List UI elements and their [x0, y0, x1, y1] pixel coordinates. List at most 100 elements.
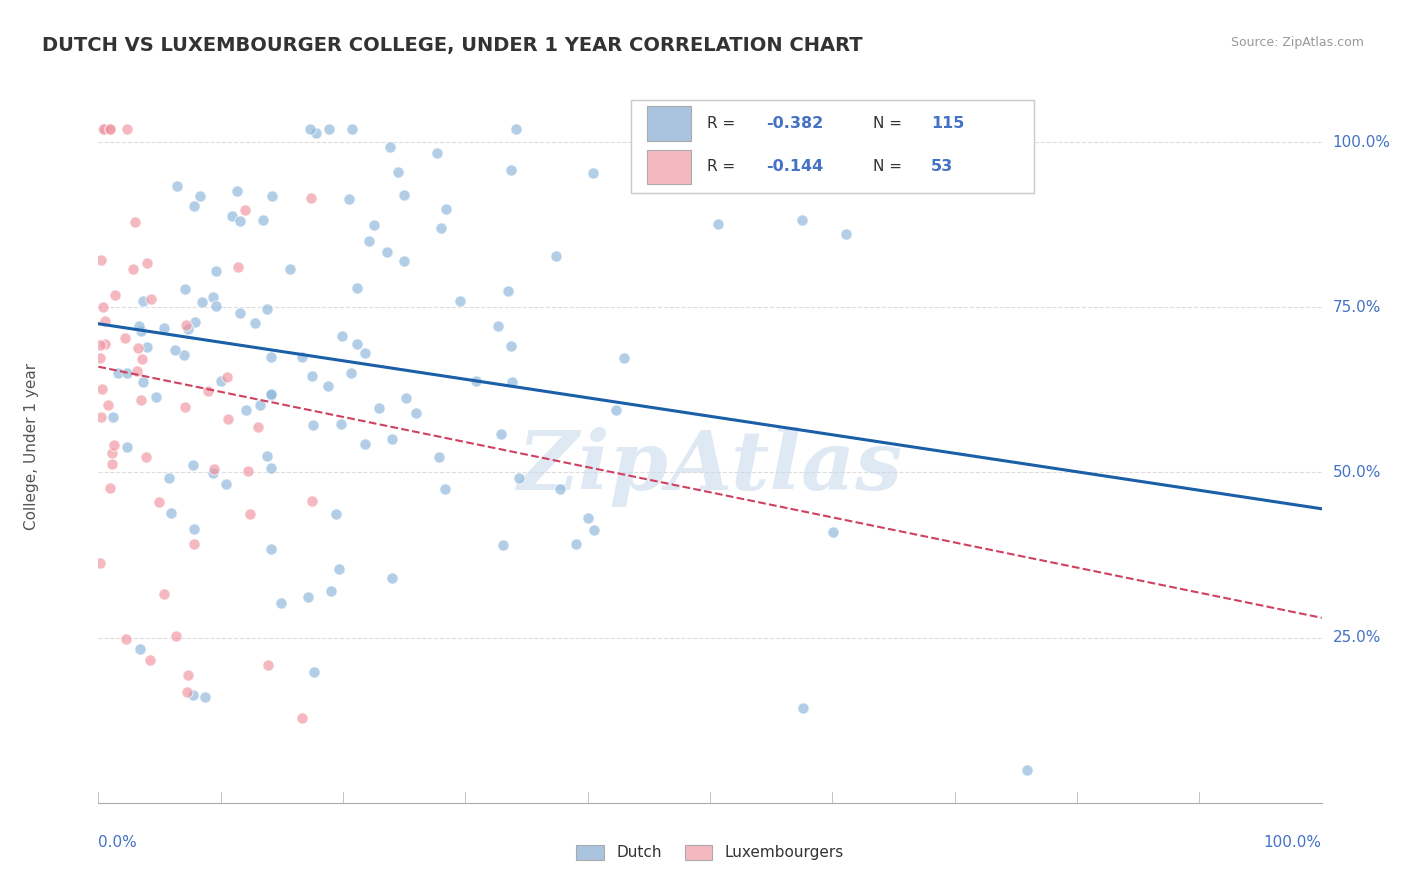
- Point: [505, 121, 527, 136]
- Point: [91, 121, 114, 136]
- Point: [501, 376, 523, 390]
- Point: [243, 316, 266, 330]
- Point: [101, 457, 124, 471]
- Point: [148, 495, 170, 509]
- Point: [101, 446, 124, 460]
- Point: [270, 596, 292, 610]
- Point: [301, 493, 323, 508]
- Point: [792, 701, 814, 715]
- Point: [90, 410, 112, 425]
- Point: [823, 525, 845, 540]
- Point: [188, 189, 211, 203]
- Point: [426, 146, 449, 161]
- Point: [183, 537, 205, 551]
- Point: [260, 541, 283, 556]
- Point: [381, 571, 404, 585]
- Point: [104, 288, 127, 302]
- Point: [114, 331, 136, 345]
- Point: [291, 350, 314, 364]
- Point: [127, 341, 149, 355]
- Point: [183, 458, 205, 472]
- Point: [177, 668, 200, 682]
- Point: [115, 632, 138, 646]
- Point: [183, 522, 205, 536]
- Point: [166, 179, 188, 194]
- Point: [131, 393, 153, 408]
- Point: [359, 234, 381, 248]
- Point: [226, 184, 249, 198]
- Point: [229, 214, 252, 228]
- Point: [128, 641, 150, 656]
- Point: [565, 537, 588, 551]
- Point: [159, 471, 181, 485]
- Point: [301, 418, 323, 433]
- Text: 100.0%: 100.0%: [1333, 135, 1391, 150]
- Point: [252, 212, 274, 227]
- Point: [135, 256, 157, 270]
- Point: [354, 345, 377, 359]
- Point: [98, 121, 121, 136]
- Point: [550, 482, 572, 496]
- Point: [613, 351, 636, 365]
- Point: [378, 140, 401, 154]
- Point: [262, 189, 284, 203]
- Text: 100.0%: 100.0%: [1264, 835, 1322, 850]
- Point: [328, 561, 350, 575]
- Point: [90, 253, 112, 268]
- Point: [238, 464, 260, 478]
- Point: [202, 466, 225, 480]
- Point: [605, 403, 627, 417]
- Point: [209, 375, 232, 389]
- Point: [501, 339, 523, 353]
- Point: [103, 437, 125, 451]
- Point: [299, 191, 322, 205]
- Point: [98, 121, 121, 136]
- Point: [202, 462, 225, 476]
- Point: [1015, 763, 1038, 777]
- Point: [508, 470, 530, 484]
- Point: [394, 188, 416, 202]
- Point: [835, 227, 858, 241]
- Point: [318, 121, 340, 136]
- Point: [125, 364, 148, 378]
- Point: [434, 202, 457, 216]
- Point: [233, 202, 256, 217]
- Point: [176, 685, 198, 699]
- Point: [98, 481, 121, 495]
- Point: [395, 391, 418, 405]
- Point: [135, 450, 157, 464]
- Point: [101, 409, 124, 424]
- Point: [581, 166, 603, 180]
- Point: [492, 538, 515, 552]
- Point: [204, 299, 226, 313]
- Point: [115, 440, 138, 454]
- Point: [145, 390, 167, 404]
- Point: [546, 249, 568, 263]
- Point: [337, 192, 360, 206]
- Point: [465, 375, 488, 389]
- Point: [165, 343, 187, 358]
- Point: [257, 658, 280, 673]
- Point: [305, 126, 328, 140]
- Text: DUTCH VS LUXEMBOURGER COLLEGE, UNDER 1 YEAR CORRELATION CHART: DUTCH VS LUXEMBOURGER COLLEGE, UNDER 1 Y…: [42, 36, 863, 54]
- Point: [221, 210, 243, 224]
- Point: [181, 688, 204, 702]
- Point: [280, 261, 302, 276]
- Point: [260, 387, 283, 401]
- Point: [214, 477, 236, 491]
- Point: [499, 162, 522, 177]
- Point: [139, 292, 162, 306]
- Point: [136, 340, 159, 354]
- Point: [354, 436, 377, 450]
- Point: [190, 294, 212, 309]
- Point: [249, 398, 271, 412]
- Point: [94, 314, 117, 328]
- Point: [260, 350, 283, 364]
- Point: [325, 507, 347, 521]
- Point: [330, 417, 353, 431]
- Point: [496, 284, 519, 298]
- Point: [132, 375, 155, 389]
- Text: 50.0%: 50.0%: [1333, 465, 1381, 480]
- Point: [96, 399, 118, 413]
- Point: [387, 165, 409, 179]
